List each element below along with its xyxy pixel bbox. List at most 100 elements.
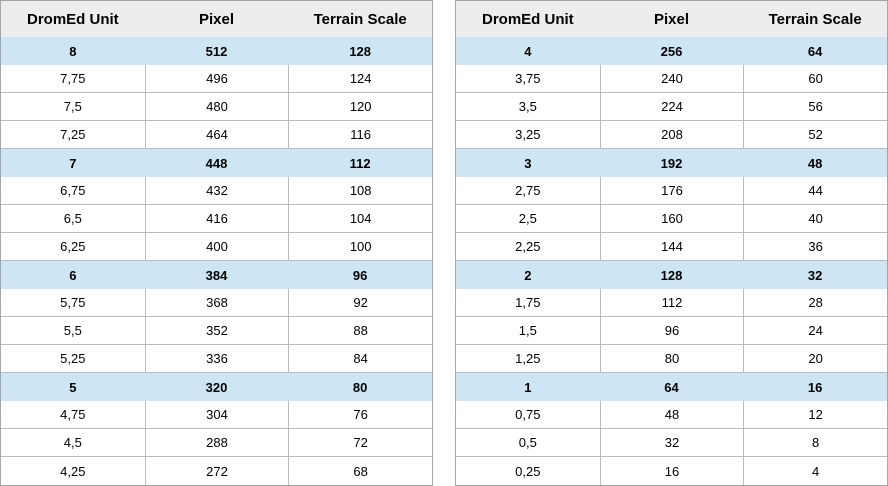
column-header: Terrain Scale	[313, 10, 407, 28]
table-cell: 44	[743, 177, 887, 204]
table-cell: 240	[599, 65, 744, 92]
table-cell: 40	[743, 205, 887, 232]
column-header: Pixel	[653, 10, 689, 28]
table-cell: 288	[144, 429, 289, 456]
table-cell: 96	[599, 317, 744, 344]
table-row-highlighted: 3 192 48	[456, 149, 887, 177]
table-cell: 16	[599, 457, 744, 485]
table-cell: 2	[524, 267, 532, 283]
table-cell: 128	[349, 43, 372, 59]
table-cell: 3,75	[515, 71, 541, 86]
table-cell: 304	[144, 401, 289, 428]
table-cell: 36	[743, 233, 887, 260]
table-row: 5,75 368 92	[1, 289, 432, 317]
table-cell: 48	[807, 155, 823, 171]
table-cell: 32	[807, 267, 823, 283]
table-row: 0,75 48 12	[456, 401, 887, 429]
table-row: 3,75 240 60	[456, 65, 887, 93]
table-cell: 6	[69, 267, 77, 283]
table-cell: 336	[144, 345, 289, 372]
table-row: 4,25 272 68	[1, 457, 432, 485]
table-row: 6,25 400 100	[1, 233, 432, 261]
table-cell: 2,75	[515, 183, 541, 198]
dromed-unit-conversion-left: DromEd Unit Pixel Terrain Scale 8 512 128 7,75…	[0, 0, 433, 486]
column-header: DromEd Unit	[481, 10, 574, 28]
table-cell: 64	[664, 379, 679, 395]
table-row: 0,25 16 4	[456, 457, 887, 485]
table-cell: 144	[599, 233, 744, 260]
table-row: 5,5 352 88	[1, 317, 432, 345]
table-cell: 432	[144, 177, 289, 204]
table-cell: 76	[288, 401, 432, 428]
table-cell: 7,25	[60, 127, 86, 142]
table-cell: 24	[743, 317, 887, 344]
table-cell: 7,75	[60, 71, 86, 86]
table-cell: 48	[599, 401, 744, 428]
table-cell: 224	[599, 93, 744, 120]
table-cell: 112	[599, 289, 744, 316]
table-cell: 68	[288, 457, 432, 485]
table-row: 1,75 112 28	[456, 289, 887, 317]
table-header-row: DromEd Unit Pixel Terrain Scale	[456, 1, 887, 37]
table-cell: 60	[743, 65, 887, 92]
column-header: DromEd Unit	[26, 10, 119, 28]
table-cell: 7	[69, 155, 77, 171]
table-cell: 56	[743, 93, 887, 120]
table-cell: 256	[660, 43, 683, 59]
table-row: 7,75 496 124	[1, 65, 432, 93]
table-row-highlighted: 1 64 16	[456, 373, 887, 401]
table-row: 5,25 336 84	[1, 345, 432, 373]
table-cell: 384	[205, 267, 228, 283]
table-cell: 4,25	[60, 463, 86, 479]
table-cell: 32	[599, 429, 744, 456]
table-cell: 128	[660, 267, 683, 283]
table-row-highlighted: 7 448 112	[1, 149, 432, 177]
table-cell: 116	[288, 121, 432, 148]
table-cell: 84	[288, 345, 432, 372]
table-cell: 100	[288, 233, 432, 260]
table-cell: 176	[599, 177, 744, 204]
table-cell: 52	[743, 121, 887, 148]
table-cell: 4	[524, 43, 532, 59]
table-row: 6,75 432 108	[1, 177, 432, 205]
table-cell: 64	[807, 43, 823, 59]
table-cell: 448	[205, 155, 228, 171]
table-row: 3,5 224 56	[456, 93, 887, 121]
table-cell: 5,5	[63, 323, 82, 338]
table-cell: 1	[524, 379, 532, 395]
table-cell: 1,75	[515, 295, 541, 310]
table-row: 2,75 176 44	[456, 177, 887, 205]
table-cell: 4,5	[63, 435, 82, 450]
table-cell: 352	[144, 317, 289, 344]
table-cell: 0,5	[518, 435, 537, 450]
table-row: 1,25 80 20	[456, 345, 887, 373]
table-cell: 8	[743, 429, 887, 456]
table-cell: 3,5	[518, 99, 537, 114]
table-cell: 400	[144, 233, 289, 260]
table-cell: 80	[599, 345, 744, 372]
table-cell: 124	[288, 65, 432, 92]
table-cell: 192	[660, 155, 683, 171]
table-cell: 4,75	[60, 407, 86, 422]
table-row: 6,5 416 104	[1, 205, 432, 233]
table-cell: 92	[288, 289, 432, 316]
table-cell: 464	[144, 121, 289, 148]
table-row: 2,5 160 40	[456, 205, 887, 233]
table-cell: 5,75	[60, 295, 86, 310]
table-cell: 6,5	[63, 211, 82, 226]
column-header: Pixel	[198, 10, 234, 28]
table-cell: 4	[743, 457, 887, 485]
table-row-highlighted: 2 128 32	[456, 261, 887, 289]
table-cell: 20	[743, 345, 887, 372]
table-cell: 72	[288, 429, 432, 456]
table-cell: 2,25	[515, 239, 541, 254]
table-cell: 496	[144, 65, 289, 92]
table-cell: 368	[144, 289, 289, 316]
table-cell: 272	[144, 457, 289, 485]
table-cell: 512	[205, 43, 228, 59]
table-cell: 16	[807, 379, 823, 395]
table-cell: 0,75	[515, 407, 541, 422]
table-cell: 6,25	[60, 239, 86, 254]
table-cell: 5,25	[60, 351, 86, 366]
table-row: 7,5 480 120	[1, 93, 432, 121]
